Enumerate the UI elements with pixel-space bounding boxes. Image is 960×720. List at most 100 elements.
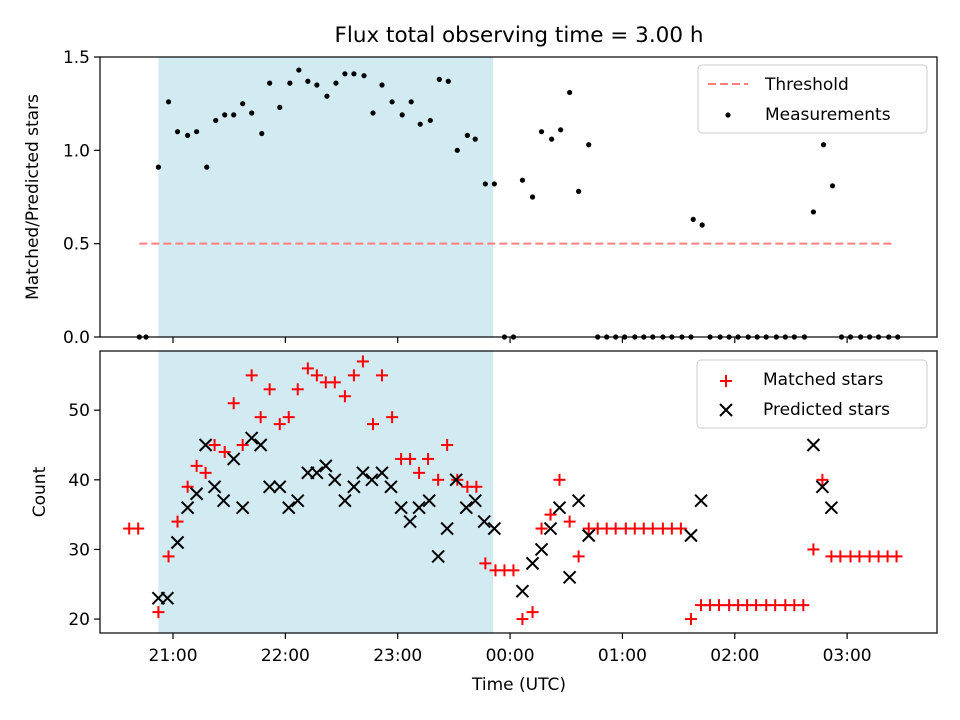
bottom-x-ticks: 21:00 22:00 23:00 00:00 01:00 02:00 03:00 bbox=[149, 633, 872, 666]
bottom-y-tick-label: 40 bbox=[68, 471, 90, 491]
measurement-point bbox=[155, 164, 162, 170]
legend-matched-swatch bbox=[720, 375, 732, 387]
predicted-star-point bbox=[431, 549, 445, 564]
matched-star-point bbox=[422, 452, 435, 465]
matched-star-point bbox=[404, 452, 417, 465]
measurement-point bbox=[408, 99, 414, 105]
predicted-star-point bbox=[235, 500, 250, 515]
predicted-star-point bbox=[253, 438, 268, 452]
predicted-star-point bbox=[310, 466, 324, 480]
matched-star-point bbox=[171, 515, 184, 528]
predicted-star-point bbox=[319, 459, 333, 473]
matched-star-point bbox=[291, 383, 304, 396]
bottom-legend-frame bbox=[696, 359, 928, 429]
predicted-star-point bbox=[487, 521, 502, 536]
matched-star-point bbox=[282, 411, 295, 424]
predicted-star-point bbox=[338, 493, 352, 508]
matched-star-point bbox=[853, 550, 866, 563]
predicted-star-point bbox=[282, 500, 296, 515]
measurement-point bbox=[333, 80, 339, 86]
predicted-star-point bbox=[160, 591, 175, 605]
legend-predicted-swatch bbox=[719, 403, 733, 417]
predicted-star-point bbox=[198, 438, 213, 452]
top-shaded-interval bbox=[158, 57, 494, 337]
predicted-star-point bbox=[525, 556, 540, 571]
matched-star-point bbox=[479, 557, 492, 570]
predicted-star-point bbox=[440, 521, 454, 536]
top-panel: 0.0 0.5 1.0 1.5 Matched/Predicted stars Thr… bbox=[23, 48, 938, 348]
matched-star-point bbox=[162, 550, 175, 563]
measurement-point bbox=[314, 82, 320, 88]
top-y-tick-label: 0.0 bbox=[63, 328, 90, 348]
matched-star-point bbox=[263, 383, 276, 396]
predicted-star-point bbox=[477, 514, 491, 529]
x-tick-label: 03:00 bbox=[823, 646, 872, 666]
predicted-star-point bbox=[262, 480, 277, 494]
matched-star-point bbox=[356, 355, 369, 368]
top-panel-frame bbox=[99, 56, 938, 338]
matched-star-point bbox=[674, 522, 687, 535]
matched-star-point bbox=[310, 369, 323, 382]
top-plot-area bbox=[136, 57, 901, 340]
measurement-point bbox=[351, 71, 357, 77]
bottom-y-tick-label: 50 bbox=[68, 401, 90, 421]
matched-star-point bbox=[236, 439, 249, 451]
matched-star-point bbox=[218, 445, 231, 458]
predicted-star-point bbox=[571, 493, 586, 508]
x-tick-label: 01:00 bbox=[598, 646, 647, 666]
predicted-star-point bbox=[189, 487, 204, 501]
measurement-point bbox=[529, 194, 536, 200]
measurement-point bbox=[576, 188, 582, 194]
measurement-point bbox=[454, 147, 460, 153]
bottom-legend: Matched stars Predicted stars bbox=[696, 359, 928, 429]
matched-star-point bbox=[572, 550, 585, 563]
measurement-point bbox=[464, 132, 470, 138]
measurement-point bbox=[820, 142, 827, 148]
matched-star-point bbox=[152, 606, 165, 619]
x-tick-label: 00:00 bbox=[486, 646, 535, 666]
predicted-star-point bbox=[694, 493, 708, 508]
predicted-star-point bbox=[552, 500, 567, 515]
predicted-star-point bbox=[684, 528, 698, 543]
matched-star-point bbox=[199, 466, 212, 479]
predicted-star-point bbox=[534, 542, 549, 557]
measurement-point bbox=[699, 222, 705, 228]
matched-star-point bbox=[535, 522, 548, 535]
predicted-star-point bbox=[422, 493, 436, 508]
measurement-point bbox=[427, 117, 433, 124]
top-y-tick-label: 1.0 bbox=[63, 141, 90, 161]
predicted-star-point bbox=[328, 473, 342, 487]
measurement-point bbox=[277, 104, 283, 110]
matched-star-point bbox=[227, 397, 240, 410]
legend-threshold-label: Threshold bbox=[764, 75, 849, 95]
measurement-point bbox=[399, 112, 405, 118]
predicted-star-point bbox=[244, 431, 259, 445]
measurement-point bbox=[342, 71, 348, 77]
legend-predicted-label: Predicted stars bbox=[763, 400, 890, 420]
matched-star-point bbox=[386, 411, 399, 424]
matched-star-point bbox=[807, 543, 820, 556]
matched-star-point bbox=[507, 564, 520, 577]
bottom-y-tick-label: 20 bbox=[68, 610, 90, 630]
predicted-star-point bbox=[226, 452, 241, 466]
matched-star-point bbox=[245, 369, 258, 382]
bottom-y-tick-label: 30 bbox=[68, 540, 90, 560]
matched-star-point bbox=[526, 606, 539, 619]
top-y-axis-label: Matched/Predicted stars bbox=[23, 94, 43, 300]
predicted-star-point bbox=[170, 535, 185, 550]
measurement-point bbox=[538, 129, 545, 135]
matched-star-point bbox=[132, 522, 145, 535]
predicted-star-point bbox=[824, 500, 839, 515]
predicted-star-point bbox=[543, 521, 558, 536]
measurement-point bbox=[249, 110, 255, 116]
measurement-point bbox=[567, 89, 573, 96]
matched-star-point bbox=[797, 599, 810, 612]
predicted-star-point bbox=[394, 500, 408, 515]
bottom-panel-frame bbox=[99, 350, 938, 634]
matched-star-point bbox=[367, 418, 380, 431]
measurement-point bbox=[472, 136, 478, 142]
matched-star-point bbox=[816, 473, 829, 486]
measurement-point bbox=[222, 112, 228, 118]
measurement-point bbox=[213, 117, 219, 124]
